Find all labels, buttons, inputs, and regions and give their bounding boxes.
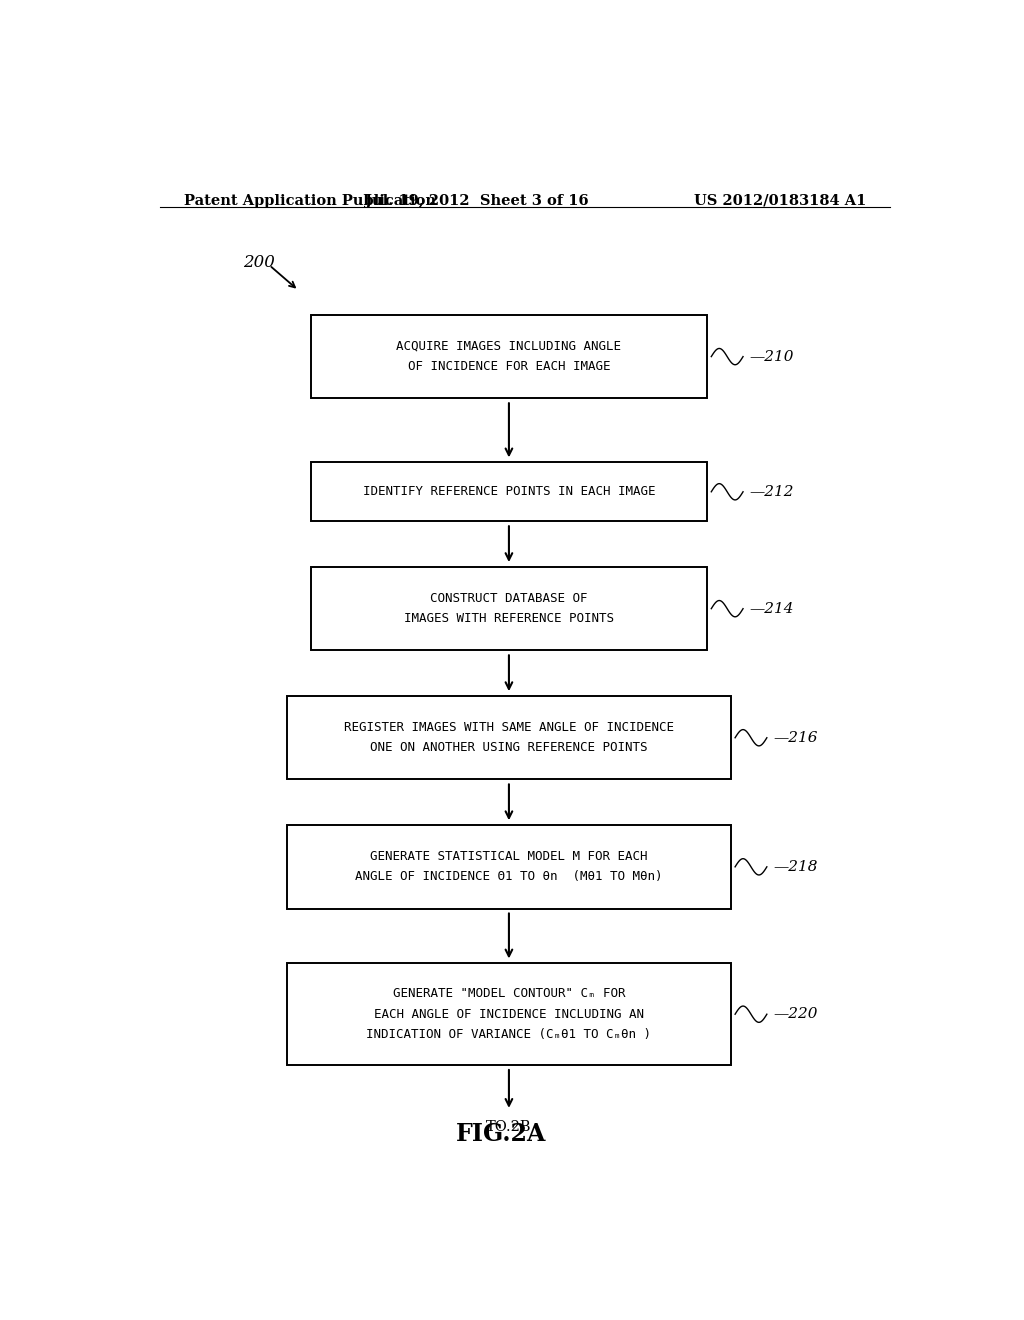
Text: US 2012/0183184 A1: US 2012/0183184 A1 <box>693 194 866 209</box>
FancyBboxPatch shape <box>287 825 731 908</box>
Text: —220: —220 <box>773 1007 818 1022</box>
Text: —216: —216 <box>773 731 818 744</box>
Text: TO.2B: TO.2B <box>486 1119 531 1134</box>
Text: CONSTRUCT DATABASE OF: CONSTRUCT DATABASE OF <box>430 591 588 605</box>
Text: FIG.2A: FIG.2A <box>456 1122 546 1146</box>
Text: ACQUIRE IMAGES INCLUDING ANGLE: ACQUIRE IMAGES INCLUDING ANGLE <box>396 341 622 352</box>
FancyBboxPatch shape <box>287 964 731 1065</box>
Text: OF INCIDENCE FOR EACH IMAGE: OF INCIDENCE FOR EACH IMAGE <box>408 360 610 374</box>
Text: ONE ON ANOTHER USING REFERENCE POINTS: ONE ON ANOTHER USING REFERENCE POINTS <box>371 742 647 755</box>
Text: 200: 200 <box>243 253 275 271</box>
Text: IMAGES WITH REFERENCE POINTS: IMAGES WITH REFERENCE POINTS <box>403 612 614 626</box>
Text: IDENTIFY REFERENCE POINTS IN EACH IMAGE: IDENTIFY REFERENCE POINTS IN EACH IMAGE <box>362 486 655 498</box>
FancyBboxPatch shape <box>310 568 708 651</box>
FancyBboxPatch shape <box>310 315 708 399</box>
Text: —218: —218 <box>773 859 818 874</box>
Text: —212: —212 <box>750 484 794 499</box>
Text: —210: —210 <box>750 350 794 363</box>
Text: GENERATE "MODEL CONTOUR" Cₘ FOR: GENERATE "MODEL CONTOUR" Cₘ FOR <box>392 987 626 1001</box>
Text: INDICATION OF VARIANCE (Cₘθ1 TO Cₘθn ): INDICATION OF VARIANCE (Cₘθ1 TO Cₘθn ) <box>367 1028 651 1041</box>
Text: Jul. 19, 2012  Sheet 3 of 16: Jul. 19, 2012 Sheet 3 of 16 <box>366 194 589 209</box>
Text: REGISTER IMAGES WITH SAME ANGLE OF INCIDENCE: REGISTER IMAGES WITH SAME ANGLE OF INCID… <box>344 721 674 734</box>
Text: ANGLE OF INCIDENCE Θ1 TO θn  (Mθ1 TO Mθn): ANGLE OF INCIDENCE Θ1 TO θn (Mθ1 TO Mθn) <box>355 870 663 883</box>
Text: —214: —214 <box>750 602 794 615</box>
Text: Patent Application Publication: Patent Application Publication <box>183 194 435 209</box>
FancyBboxPatch shape <box>287 696 731 779</box>
Text: EACH ANGLE OF INCIDENCE INCLUDING AN: EACH ANGLE OF INCIDENCE INCLUDING AN <box>374 1007 644 1020</box>
Text: GENERATE STATISTICAL MODEL M FOR EACH: GENERATE STATISTICAL MODEL M FOR EACH <box>371 850 647 863</box>
FancyBboxPatch shape <box>310 462 708 521</box>
